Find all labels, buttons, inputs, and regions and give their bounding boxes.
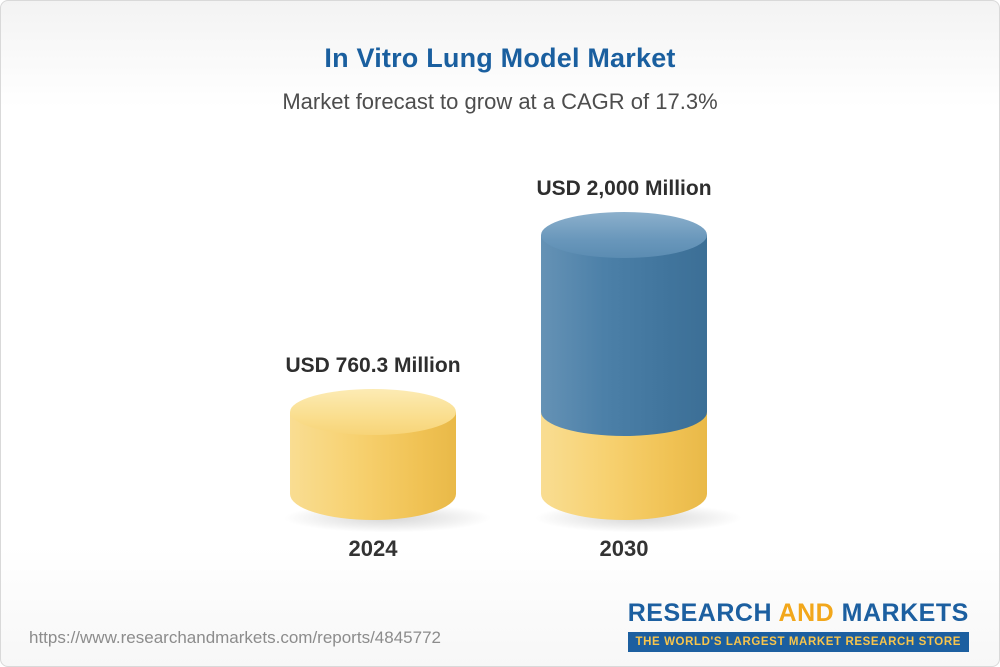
bar-2030: USD 2,000 Million 2030	[531, 177, 746, 562]
bar-2024: USD 760.3 Million 2024	[280, 354, 495, 562]
chart-title: In Vitro Lung Model Market	[324, 43, 676, 73]
logo-word-markets: MARKETS	[841, 599, 969, 627]
cylinder-2030-growth-segment	[541, 235, 707, 436]
value-label-2030: USD 2,000 Million	[536, 177, 712, 200]
category-label-2024: 2024	[348, 536, 398, 561]
chart-subtitle: Market forecast to grow at a CAGR of 17.…	[282, 89, 718, 114]
logo-wordmark: RESEARCH AND MARKETS	[628, 599, 970, 628]
research-and-markets-logo: RESEARCH AND MARKETS THE WORLD'S LARGEST…	[627, 599, 970, 652]
logo-word-research: RESEARCH	[627, 599, 773, 627]
report-url: https://www.researchandmarkets.com/repor…	[29, 628, 441, 647]
logo-word-and: AND	[778, 599, 835, 627]
cylinder-2024	[280, 388, 495, 533]
logo-tagline: THE WORLD'S LARGEST MARKET RESEARCH STOR…	[627, 632, 969, 652]
cylinder-2030	[531, 212, 746, 533]
cylinder-2030-top-ellipse	[541, 212, 707, 258]
category-label-2030: 2030	[599, 536, 649, 561]
value-label-2024: USD 760.3 Million	[285, 353, 461, 377]
cylinder-2024-top-ellipse	[290, 388, 456, 435]
